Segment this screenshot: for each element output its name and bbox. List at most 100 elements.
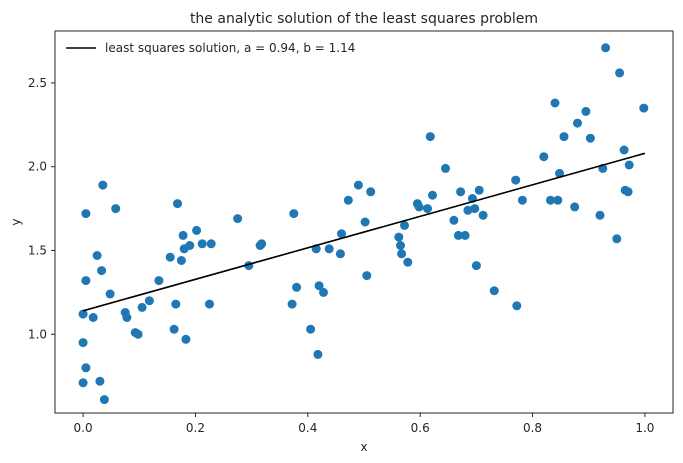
data-point <box>612 234 622 244</box>
data-point <box>97 266 107 276</box>
data-point <box>169 324 179 334</box>
legend: least squares solution, a = 0.94, b = 1.… <box>60 36 362 62</box>
data-point <box>585 133 595 143</box>
data-point <box>512 301 522 311</box>
data-point <box>474 185 484 195</box>
data-point <box>78 338 88 348</box>
data-point <box>441 163 450 173</box>
legend-box <box>60 36 362 62</box>
data-point <box>122 313 132 322</box>
data-point <box>394 232 404 242</box>
x-tick-label: 1.0 <box>635 421 654 435</box>
data-point <box>154 276 164 286</box>
data-point <box>78 378 88 388</box>
data-point <box>181 334 191 344</box>
data-point <box>95 376 105 386</box>
data-point <box>453 230 463 240</box>
y-tick-label: 2.5 <box>28 76 47 90</box>
data-point <box>425 132 435 142</box>
data-point <box>546 195 555 205</box>
chart-title: the analytic solution of the least squar… <box>190 11 538 27</box>
data-point <box>144 296 154 306</box>
data-point <box>178 230 188 240</box>
data-point <box>595 210 605 220</box>
x-tick-label: 0.0 <box>74 421 93 435</box>
data-point <box>517 195 527 205</box>
y-axis-ticks: 1.0 1.5 2.0 2.5 <box>28 76 55 341</box>
data-point <box>206 239 216 249</box>
data-point <box>559 132 569 142</box>
data-point <box>414 202 424 212</box>
data-point <box>137 302 147 312</box>
data-point <box>511 175 521 185</box>
data-point <box>233 214 243 224</box>
data-point <box>362 271 372 281</box>
data-point <box>460 230 470 240</box>
data-point <box>289 209 299 219</box>
y-tick-label: 1.5 <box>28 243 47 257</box>
data-point <box>173 199 182 209</box>
data-point <box>292 282 302 292</box>
data-point <box>78 309 88 319</box>
x-tick-label: 0.8 <box>523 421 542 435</box>
x-tick-label: 0.6 <box>411 421 430 435</box>
data-point <box>98 180 108 190</box>
data-point <box>192 225 202 235</box>
data-point <box>343 195 353 205</box>
data-point <box>319 287 328 297</box>
data-point <box>313 349 323 359</box>
data-point <box>555 168 564 178</box>
x-tick-label: 0.4 <box>298 421 317 435</box>
data-point <box>478 210 488 220</box>
data-point <box>337 229 346 239</box>
data-point <box>287 299 297 309</box>
axes-frame <box>54 30 674 414</box>
data-point <box>197 239 207 249</box>
data-point <box>581 106 591 116</box>
x-axis-label: x <box>360 440 367 454</box>
data-point <box>449 215 459 225</box>
scatter-points <box>78 43 649 405</box>
y-tick-label: 2.0 <box>28 160 47 174</box>
data-point <box>423 204 432 214</box>
data-point <box>324 244 334 254</box>
data-point <box>353 180 363 190</box>
data-point <box>619 145 629 155</box>
data-point <box>471 261 481 271</box>
data-point <box>553 195 563 205</box>
data-point <box>623 187 633 197</box>
data-point <box>397 249 407 259</box>
data-point <box>335 249 345 259</box>
data-point <box>428 190 437 200</box>
data-point <box>171 299 181 309</box>
data-point <box>81 276 91 286</box>
y-axis-label: y <box>9 218 23 225</box>
data-point <box>314 281 324 291</box>
data-point <box>601 43 611 53</box>
data-point <box>624 160 634 170</box>
legend-label: least squares solution, a = 0.94, b = 1.… <box>105 41 355 55</box>
data-point <box>400 220 409 230</box>
data-point <box>615 68 625 78</box>
data-point <box>360 217 370 227</box>
data-point <box>470 204 480 214</box>
data-point <box>306 324 316 334</box>
data-point <box>396 241 405 250</box>
data-point <box>463 205 473 215</box>
x-axis-ticks: 0.0 0.2 0.4 0.6 0.8 1.0 <box>74 413 654 435</box>
data-point <box>539 152 549 162</box>
data-point <box>105 289 115 299</box>
data-point <box>92 251 102 260</box>
y-tick-label: 1.0 <box>28 327 47 341</box>
data-point <box>205 299 214 309</box>
data-point <box>257 239 267 249</box>
data-point <box>185 241 195 250</box>
data-point <box>176 256 186 265</box>
data-point <box>639 103 649 113</box>
data-point <box>570 202 580 212</box>
data-point <box>403 257 413 267</box>
data-point <box>99 395 109 405</box>
data-point <box>366 187 376 197</box>
data-point <box>550 98 560 108</box>
